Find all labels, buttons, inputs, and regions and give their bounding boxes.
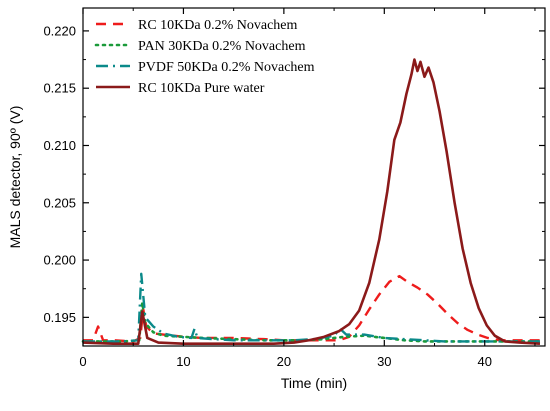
legend-label-2: PAN 30KDa 0.2% Novachem (138, 39, 306, 54)
y-tick-label: 0.220 (43, 23, 76, 38)
x-axis-title: Time (min) (281, 375, 347, 391)
series-line-2 (81, 301, 542, 343)
plot-frame (82, 7, 546, 347)
series-line-4 (82, 58, 541, 346)
x-tick-label: 20 (277, 354, 291, 369)
y-tick-label: 0.205 (43, 195, 76, 210)
legend-label-4: RC 10KDa Pure water (138, 81, 265, 96)
x-tick-label: 30 (377, 354, 391, 369)
y-tick-label: 0.200 (43, 253, 76, 268)
legend: RC 10KDa 0.2% Novachem PAN 30KDa 0.2% Nov… (94, 18, 315, 96)
y-tick-label: 0.195 (43, 310, 76, 325)
ticks-layer: 0 10 20 30 40 0.195 0.200 0.205 0.210 0.215 0.220 (43, 8, 545, 369)
x-tick-label: 10 (176, 354, 190, 369)
x-tick-label: 40 (478, 354, 492, 369)
series-line-3 (83, 272, 540, 343)
legend-label-3: PVDF 50KDa 0.2% Novachem (138, 60, 315, 75)
x-tick-label: 0 (79, 354, 86, 369)
y-axis-title: MALS detector, 90º (V) (7, 106, 23, 249)
series-layer (81, 58, 542, 346)
y-tick-label: 0.215 (43, 81, 76, 96)
y-tick-label: 0.210 (43, 138, 76, 153)
legend-label-1: RC 10KDa 0.2% Novachem (138, 18, 298, 33)
